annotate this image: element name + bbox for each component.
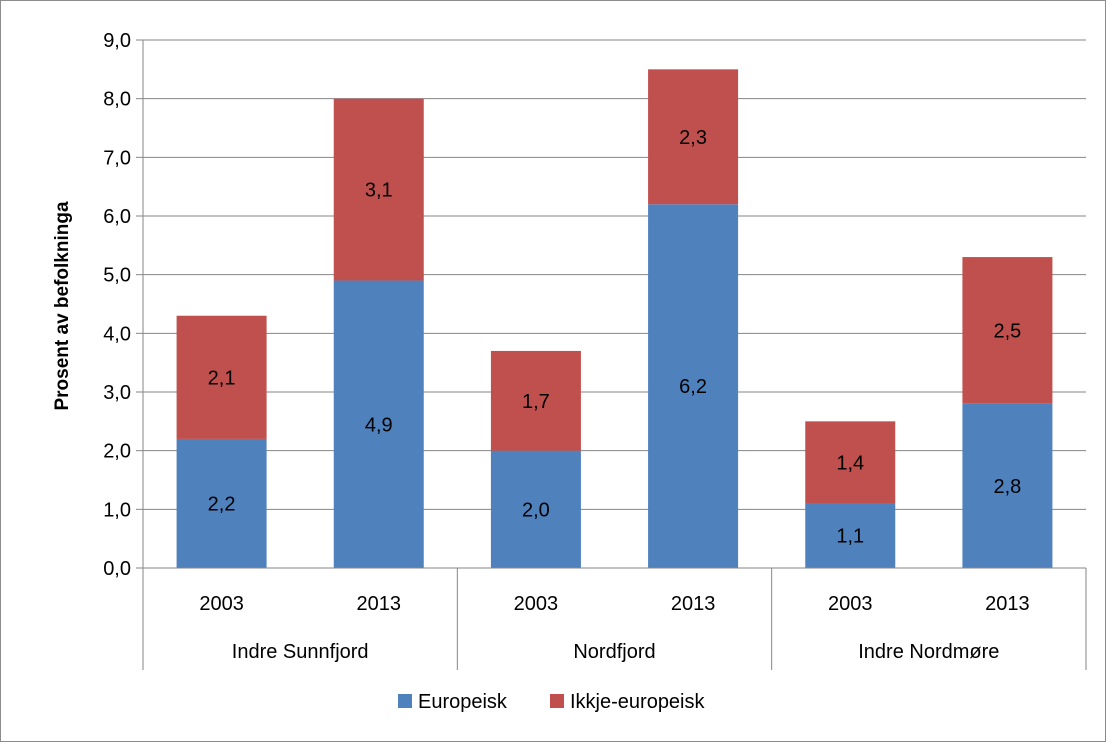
bar-europeisk — [490, 450, 581, 568]
bar-ikkje-europeisk — [962, 257, 1053, 404]
data-label: 2,2 — [208, 493, 236, 515]
y-tick-label: 3,0 — [103, 382, 131, 404]
y-axis-title: Prosent av befolkninga — [52, 201, 73, 410]
y-tick-label: 8,0 — [103, 89, 131, 111]
y-tick-label: 5,0 — [103, 265, 131, 287]
y-tick-label: 7,0 — [103, 147, 131, 169]
y-tick-label: 6,0 — [103, 206, 131, 228]
bar-europeisk — [176, 438, 267, 568]
x-category-label: 2013 — [357, 593, 402, 615]
x-category-label: 2003 — [828, 593, 873, 615]
y-tick-label: 0,0 — [103, 558, 131, 580]
y-tick-label: 4,0 — [103, 323, 131, 345]
data-label: 6,2 — [679, 376, 707, 398]
x-category-label: 2003 — [199, 593, 244, 615]
legend-swatch-ikkje-europeisk — [550, 694, 564, 708]
legend-label-europeisk: Europeisk — [418, 691, 508, 713]
bar-ikkje-europeisk — [648, 69, 739, 205]
data-label: 1,4 — [836, 452, 864, 474]
legend-label-ikkje-europeisk: Ikkje-europeisk — [570, 691, 706, 713]
data-label: 3,1 — [365, 180, 393, 202]
data-label: 1,1 — [836, 526, 864, 548]
x-category-label: 2013 — [671, 593, 716, 615]
data-label: 2,3 — [679, 127, 707, 149]
bar-ikkje-europeisk — [805, 421, 896, 504]
x-category-label: 2003 — [514, 593, 559, 615]
y-tick-label: 2,0 — [103, 441, 131, 463]
x-category-label: 2013 — [985, 593, 1030, 615]
x-group-label: Indre Sunnfjord — [232, 641, 369, 663]
data-label: 2,0 — [522, 499, 550, 521]
data-label: 2,1 — [208, 367, 236, 389]
x-group-label: Indre Nordmøre — [858, 641, 999, 663]
data-label: 4,9 — [365, 414, 393, 436]
bar-ikkje-europeisk — [176, 315, 267, 439]
y-tick-label: 9,0 — [103, 30, 131, 52]
bar-europeisk — [648, 204, 739, 568]
legend-swatch-europeisk — [398, 694, 412, 708]
bar-europeisk — [333, 280, 424, 568]
x-group-label: Nordfjord — [573, 641, 655, 663]
bar-ikkje-europeisk — [333, 98, 424, 281]
y-tick-label: 1,0 — [103, 499, 131, 521]
data-label: 2,5 — [994, 320, 1022, 342]
data-label: 2,8 — [994, 476, 1022, 498]
data-label: 1,7 — [522, 391, 550, 413]
bar-europeisk — [962, 403, 1053, 568]
bar-europeisk — [805, 503, 896, 568]
bar-ikkje-europeisk — [490, 350, 581, 451]
